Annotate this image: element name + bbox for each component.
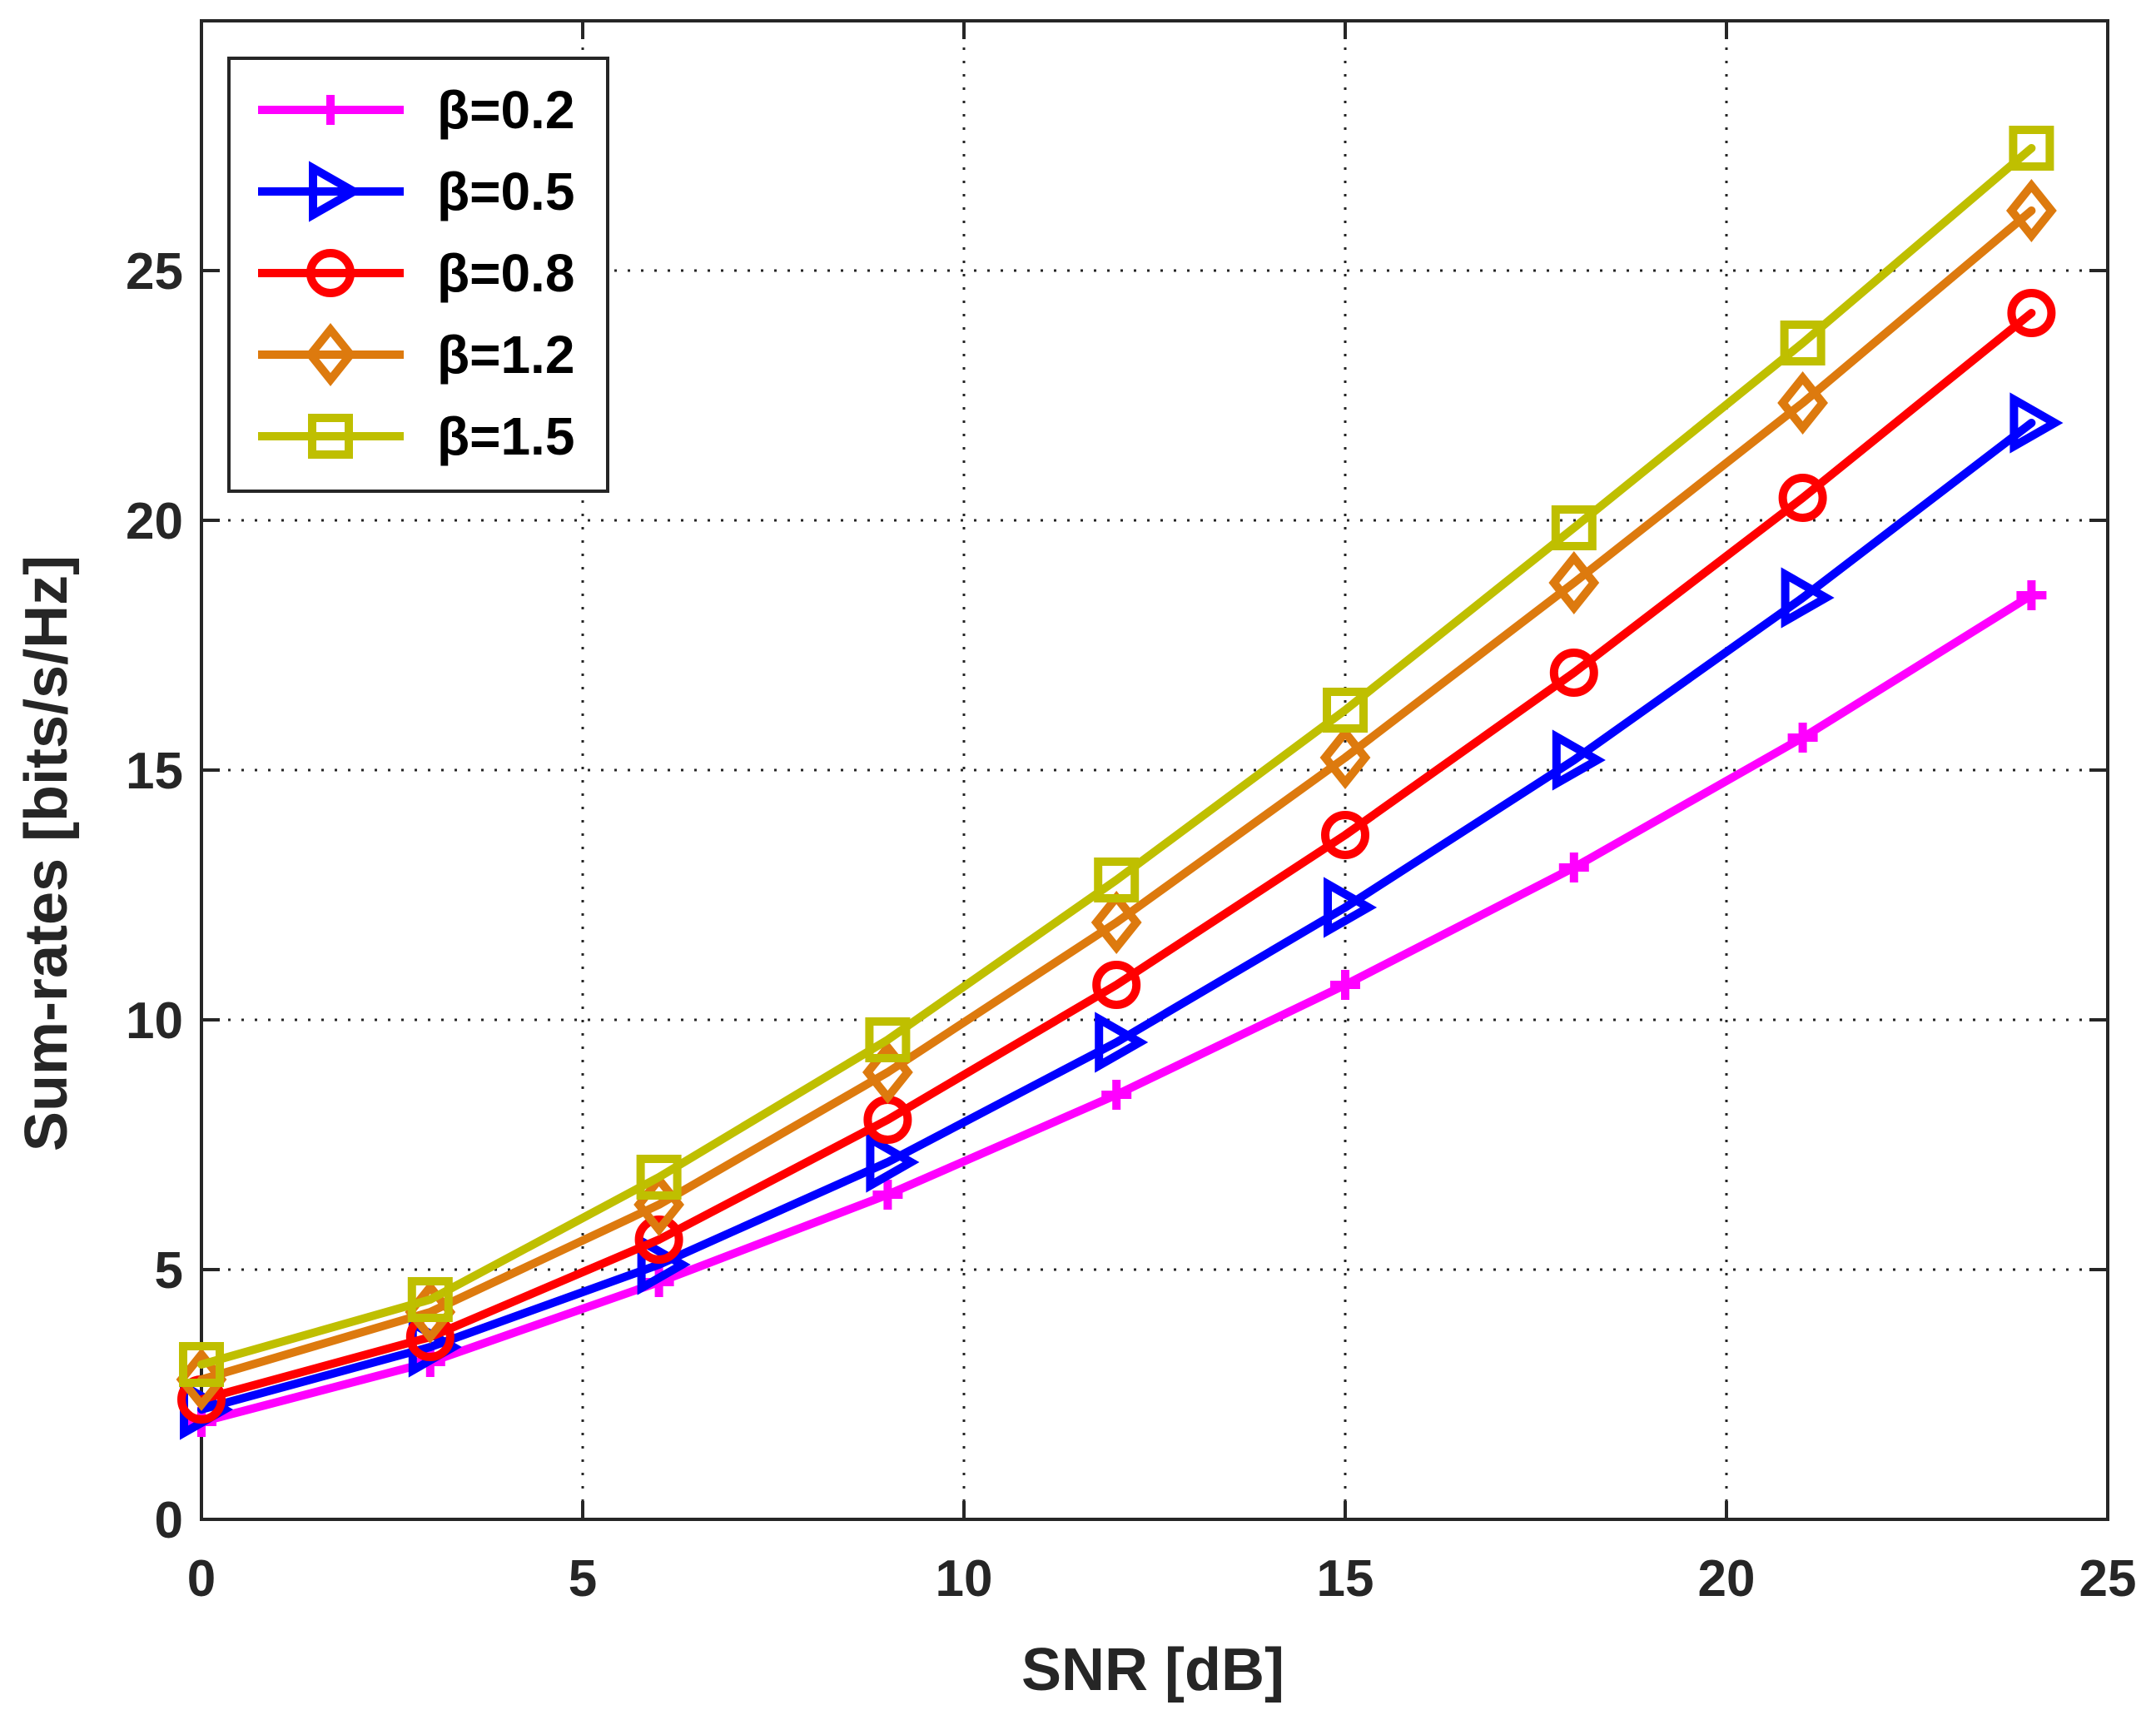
data-point (637, 1234, 691, 1295)
y-tick-label: 0 (155, 1492, 183, 1549)
series-line (197, 419, 2036, 1414)
data-point (1101, 1080, 1132, 1110)
data-point (1558, 853, 1589, 882)
x-tick-label: 0 (187, 1550, 216, 1608)
data-point (862, 1040, 913, 1105)
legend-item: β=0.8 (258, 243, 574, 303)
data-point (1548, 550, 1600, 615)
y-tick-label: 20 (126, 493, 183, 550)
data-point (1319, 725, 1371, 790)
legend-label: β=0.8 (437, 243, 574, 303)
data-point (1330, 970, 1360, 1000)
x-tick-label: 5 (569, 1550, 597, 1608)
x-axis-title: SNR [dB] (1021, 1637, 1284, 1703)
legend-item: β=0.5 (258, 161, 574, 222)
y-axis-title: Sum-rates [bits/s/Hz] (13, 555, 80, 1151)
data-point (1780, 321, 1826, 365)
legend-item: β=1.2 (258, 322, 574, 387)
data-point (2005, 178, 2057, 243)
legend-label: β=0.5 (437, 162, 574, 221)
data-point (1095, 1012, 1149, 1073)
data-point (2016, 580, 2047, 610)
legend-item: β=1.5 (258, 406, 574, 466)
data-point (1094, 858, 1140, 902)
legend-label: β=1.5 (437, 406, 574, 466)
data-point (2007, 289, 2056, 337)
data-point (1092, 961, 1141, 1009)
legend-marker (305, 322, 356, 387)
x-tick-label: 25 (2079, 1550, 2137, 1608)
data-point (1321, 811, 1369, 859)
x-tick-label: 20 (1698, 1550, 1756, 1608)
series-5 (179, 126, 2054, 1387)
y-tick-label: 5 (155, 1242, 183, 1300)
data-point (179, 1342, 224, 1387)
data-point (1551, 505, 1597, 550)
legend-marker (308, 414, 353, 459)
legend-marker (315, 95, 345, 125)
legend-item: β=0.2 (258, 80, 574, 140)
data-point (1552, 729, 1606, 791)
legend-label: β=1.2 (437, 325, 574, 385)
legend-marker (309, 161, 363, 222)
x-tick-label: 15 (1317, 1550, 1374, 1608)
series-line (197, 144, 2036, 1369)
series-line (197, 206, 2036, 1384)
data-point (1777, 370, 1829, 435)
y-tick-label: 15 (126, 743, 183, 800)
data-point (872, 1180, 903, 1210)
x-tick-label: 10 (936, 1550, 993, 1608)
y-tick-label: 25 (126, 243, 183, 301)
legend-marker (306, 249, 355, 297)
data-point (1787, 723, 1818, 753)
series-3 (177, 289, 2056, 1424)
data-point (1090, 890, 1142, 955)
data-point (2009, 392, 2064, 454)
data-point (1324, 877, 1378, 938)
series-line (197, 309, 2036, 1404)
data-point (865, 1017, 911, 1062)
data-point (1549, 649, 1598, 697)
y-tick-label: 10 (126, 992, 183, 1050)
data-point (1323, 688, 1368, 733)
data-point (634, 1215, 683, 1264)
data-point (2009, 126, 2054, 171)
data-point (407, 1277, 453, 1322)
data-point (1778, 474, 1827, 522)
data-point (176, 1347, 227, 1412)
legend-label: β=0.2 (437, 80, 574, 140)
data-point (636, 1155, 682, 1200)
series-4 (176, 178, 2057, 1412)
data-point (866, 1131, 920, 1193)
data-point (1781, 567, 1835, 629)
